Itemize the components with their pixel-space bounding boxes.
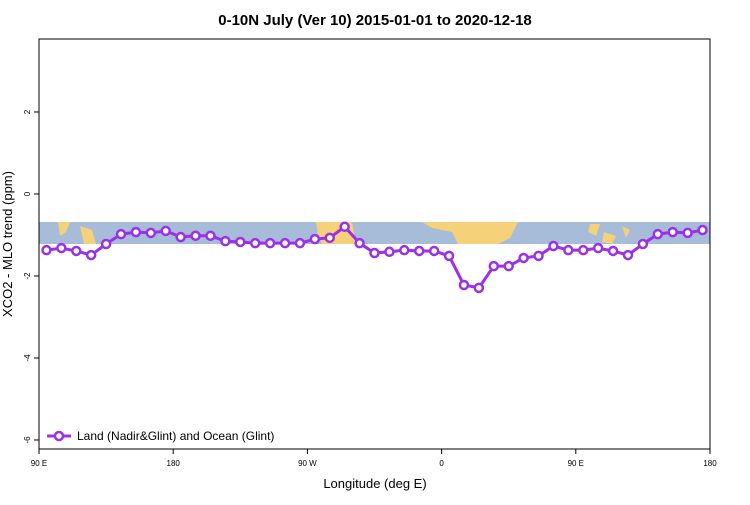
data-point: [369, 247, 380, 259]
data-point: [309, 233, 321, 245]
data-point: [324, 232, 336, 244]
data-point: [503, 260, 514, 272]
data-point: [458, 279, 470, 291]
y-axis-label: XCO2 - MLO trend (ppm): [0, 171, 15, 317]
data-point: [578, 244, 589, 256]
x-tick-label: 90 E: [31, 459, 47, 468]
data-point: [339, 221, 350, 233]
data-point: [428, 245, 440, 257]
data-point: [533, 250, 544, 262]
data-point: [175, 231, 186, 243]
data-point: [41, 244, 52, 256]
x-tick-label: 180: [167, 459, 181, 468]
data-point: [637, 238, 649, 250]
land: [58, 222, 96, 244]
data-point: [563, 244, 574, 256]
data-point: [190, 230, 201, 242]
data-point: [548, 240, 559, 252]
data-point: [622, 249, 634, 261]
data-point: [160, 225, 171, 237]
data-point: [56, 242, 67, 254]
data-point: [488, 260, 500, 272]
data-point: [413, 245, 425, 257]
data-point: [652, 228, 664, 240]
plot-frame: [38, 38, 711, 450]
x-axis-label: Longitude (deg E): [323, 476, 426, 491]
data-point: [220, 235, 231, 247]
land: [588, 224, 630, 244]
data-point: [249, 237, 261, 249]
y-tick-label: 0: [23, 191, 32, 196]
legend-marker: [53, 430, 65, 442]
x-tick-label: 180: [703, 459, 717, 468]
chart-title: 0-10N July (Ver 10) 2015-01-01 to 2020-1…: [218, 12, 532, 29]
data-point: [443, 250, 455, 262]
data-point: [294, 237, 306, 249]
data-point: [354, 237, 365, 249]
y-tick-label: 2: [23, 109, 32, 114]
data-point: [607, 245, 619, 257]
data-point: [399, 244, 410, 256]
data-point: [145, 227, 157, 239]
data-point: [71, 245, 82, 257]
data-point: [85, 249, 97, 261]
data-point: [473, 282, 485, 294]
data-point: [130, 226, 142, 238]
x-tick-label: 0: [439, 459, 444, 468]
data-point: [205, 230, 216, 242]
y-tick-label: -4: [23, 354, 32, 362]
data-point: [235, 236, 246, 248]
y-tick-label: -2: [23, 272, 32, 280]
data-point: [592, 242, 604, 254]
data-point: [384, 246, 395, 258]
data-point: [682, 227, 693, 239]
data-point: [518, 252, 529, 264]
data-point: [667, 226, 678, 238]
land: [422, 222, 518, 244]
data-point: [100, 238, 112, 250]
data-point: [697, 224, 708, 236]
data-point: [264, 237, 276, 249]
data-point: [279, 237, 291, 249]
x-tick-label: 90 W: [298, 459, 317, 468]
y-tick-label: -6: [23, 436, 32, 444]
legend-label: Land (Nadir&Glint) and Ocean (Glint): [77, 429, 274, 443]
data-point: [115, 228, 127, 240]
x-tick-label: 90 E: [568, 459, 584, 468]
